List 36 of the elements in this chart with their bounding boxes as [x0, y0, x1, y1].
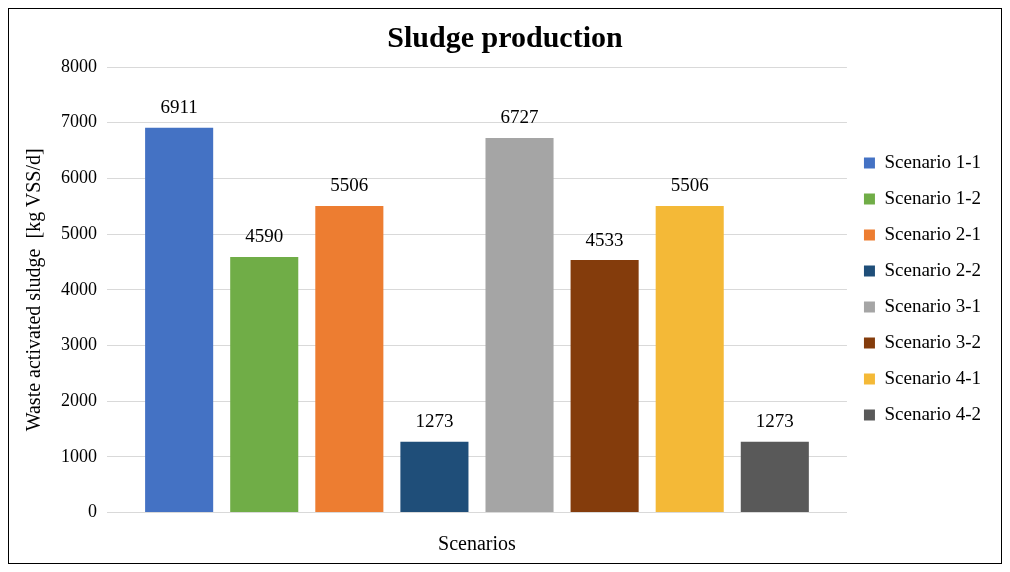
bar [315, 205, 384, 513]
bar [740, 441, 809, 513]
data-label: 1273 [415, 410, 454, 432]
legend-label: Scenario 2-1 [884, 222, 982, 244]
chart-title: Sludge production [387, 19, 623, 53]
y-tick-label: 2000 [61, 389, 97, 410]
legend-label: Scenario 3-2 [884, 330, 982, 352]
x-axis-title: Scenarios [438, 532, 517, 555]
data-label: 6727 [500, 106, 539, 128]
legend-label: Scenario 3-1 [884, 294, 982, 316]
bar [655, 205, 724, 513]
legend-label: Scenario 1-2 [884, 186, 982, 208]
y-tick-label: 3000 [61, 334, 97, 355]
data-label: 5506 [330, 174, 369, 196]
data-label: 6911 [160, 96, 198, 118]
data-label: 5506 [670, 174, 709, 196]
y-tick-label: 5000 [61, 222, 97, 243]
y-tick-label: 8000 [61, 55, 97, 76]
bar [145, 127, 214, 513]
y-tick-label: 4000 [61, 278, 97, 299]
bar [485, 137, 554, 513]
data-label: 1273 [755, 410, 794, 432]
bar [400, 441, 469, 513]
y-tick-label: 1000 [61, 445, 97, 466]
data-label: 4590 [245, 225, 284, 247]
y-tick-label: 7000 [61, 111, 97, 132]
legend-label: Scenario 2-2 [884, 258, 982, 280]
y-tick-label: 0 [88, 501, 97, 522]
legend-label: Scenario 4-2 [884, 402, 982, 424]
y-tick-label: 6000 [61, 167, 97, 188]
legend-label: Scenario 1-1 [884, 150, 982, 172]
bar [570, 260, 639, 513]
bar [230, 256, 299, 513]
legend-label: Scenario 4-1 [884, 366, 982, 388]
data-label: 4533 [585, 228, 624, 250]
y-axis-title: Waste activated sludge [kg VSS/d] [22, 148, 46, 432]
